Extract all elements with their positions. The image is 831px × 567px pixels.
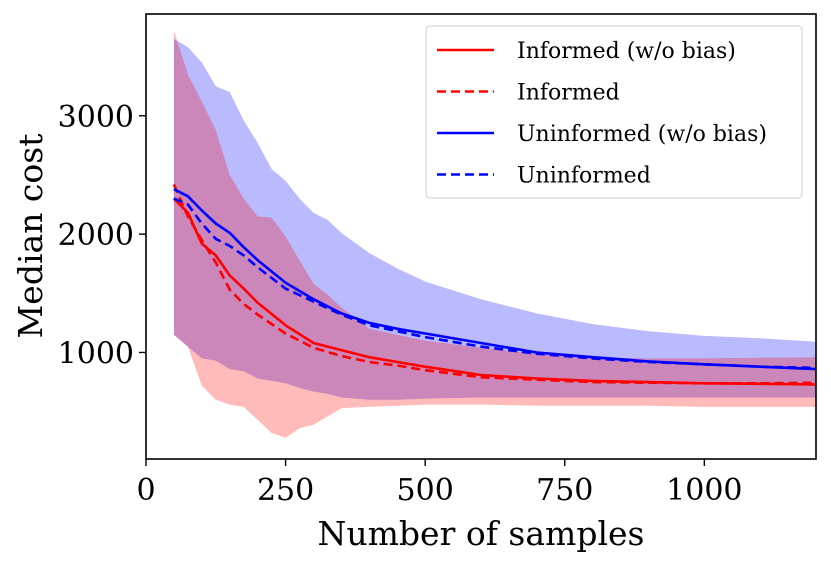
y-tick-label: 3000 (58, 100, 134, 135)
series-lines (172, 183, 816, 386)
x-tick-label: 1000 (666, 473, 742, 508)
y-tick-label: 1000 (58, 336, 134, 371)
x-tick-label: 250 (257, 473, 314, 508)
y-tick-label: 2000 (58, 218, 134, 253)
legend-label-uninformed: Uninformed (517, 164, 651, 189)
x-tick-label: 500 (397, 473, 454, 508)
legend: Informed (w/o bias) Informed Uninformed (w… (425, 25, 803, 199)
legend-label-informed: Informed (517, 81, 620, 106)
x-axis-label: Number of samples (318, 514, 645, 553)
legend-box (425, 25, 803, 199)
y-axis-ticks: 1000 2000 3000 (58, 100, 146, 371)
informed-line (172, 183, 816, 385)
informed-range-band (173, 30, 816, 438)
x-axis-ticks: 0 250 500 750 1000 (136, 459, 743, 508)
x-tick-label: 750 (536, 473, 593, 508)
legend-label-informed-w-o-bias: Informed (w/o bias) (517, 39, 736, 64)
uninformed-line (173, 197, 816, 370)
legend-label-uninformed-w-o-bias: Uninformed (w/o bias) (517, 122, 767, 147)
y-axis-label: Median cost (11, 134, 50, 339)
plot-frame (145, 13, 817, 460)
x-tick-label: 0 (136, 473, 155, 508)
